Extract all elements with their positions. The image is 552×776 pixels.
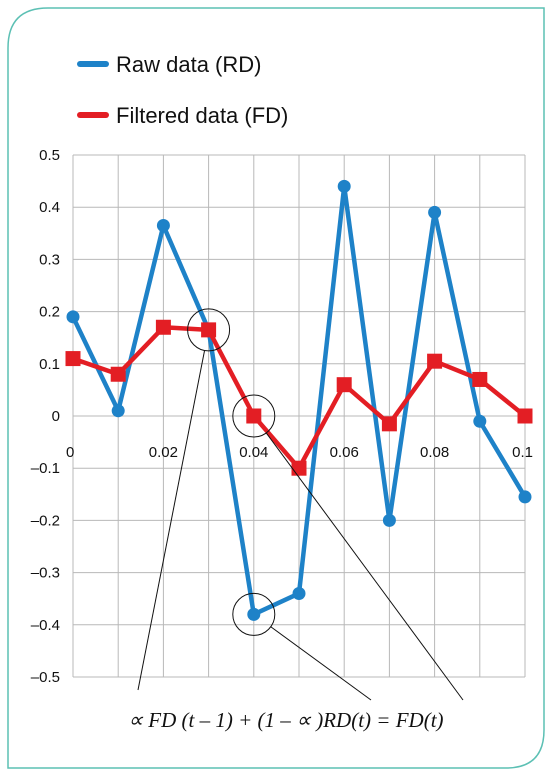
filtered-data-point — [381, 416, 397, 432]
raw-data-point — [111, 404, 125, 418]
y-tick-label: –0.2 — [31, 512, 60, 529]
raw-data-point — [518, 490, 532, 504]
filtered-data-point — [291, 460, 307, 476]
y-tick-label: –0.3 — [31, 565, 60, 582]
y-tick-label: 0.4 — [39, 199, 60, 216]
raw-data-point — [473, 414, 487, 428]
legend-item-filtered: Filtered data (FD) — [77, 103, 288, 128]
annotation-leader-line — [270, 626, 372, 701]
filtered-data-point — [110, 366, 126, 382]
legend: Raw data (RD) Filtered data (FD) — [77, 52, 288, 128]
y-tick-label: 0 — [52, 408, 60, 425]
y-tick-label: –0.1 — [31, 460, 60, 477]
highlight-circle — [232, 394, 276, 438]
highlight-circle — [187, 308, 231, 352]
raw-data-point — [382, 513, 396, 527]
y-tick-label: 0.2 — [39, 304, 60, 321]
legend-item-raw: Raw data (RD) — [77, 52, 261, 77]
raw-data-point — [66, 310, 80, 324]
x-tick-label: 0 — [66, 444, 74, 461]
filtered-data-point — [155, 319, 171, 335]
raw-data-point — [156, 218, 170, 232]
raw-data-point — [428, 205, 442, 219]
y-tick-label: 0.3 — [39, 251, 60, 268]
filtered-data-point — [65, 351, 81, 367]
filtered-data-point — [246, 408, 262, 424]
raw-data-point — [292, 586, 306, 600]
annotation-leader-line — [137, 350, 206, 691]
annotation-leader-line — [265, 432, 464, 701]
x-tick-label: 0.1 — [512, 444, 533, 461]
raw-data-point — [247, 607, 261, 621]
x-tick-label: 0.04 — [239, 444, 268, 461]
x-tick-label: 0.02 — [149, 444, 178, 461]
filtered-data-point — [201, 322, 217, 338]
raw-data-point — [337, 179, 351, 193]
y-tick-label: 0.1 — [39, 356, 60, 373]
x-tick-label: 0.08 — [420, 444, 449, 461]
legend-label-raw: Raw data (RD) — [116, 52, 261, 77]
plot-area: 0.5 0.4 0.3 0.2 0.1 0 –0.1 –0.2 –0.3 –0.4 –0.5 0 0.0… — [31, 147, 533, 701]
filtered-data-point — [336, 377, 352, 393]
y-tick-label: –0.5 — [31, 669, 60, 686]
highlight-circle — [232, 592, 276, 636]
filtered-data-point — [472, 371, 488, 387]
y-tick-label: –0.4 — [31, 617, 60, 634]
y-tick-label: 0.5 — [39, 147, 60, 164]
filtered-data-point — [427, 353, 443, 369]
annotation-formula: ∝ FD (t – 1) + (1 – ∝ )RD(t) = FD(t) — [128, 708, 444, 732]
frame-border — [7, 7, 545, 769]
legend-label-filtered: Filtered data (FD) — [116, 103, 288, 128]
x-tick-label: 0.06 — [330, 444, 359, 461]
filtered-data-point — [517, 408, 533, 424]
